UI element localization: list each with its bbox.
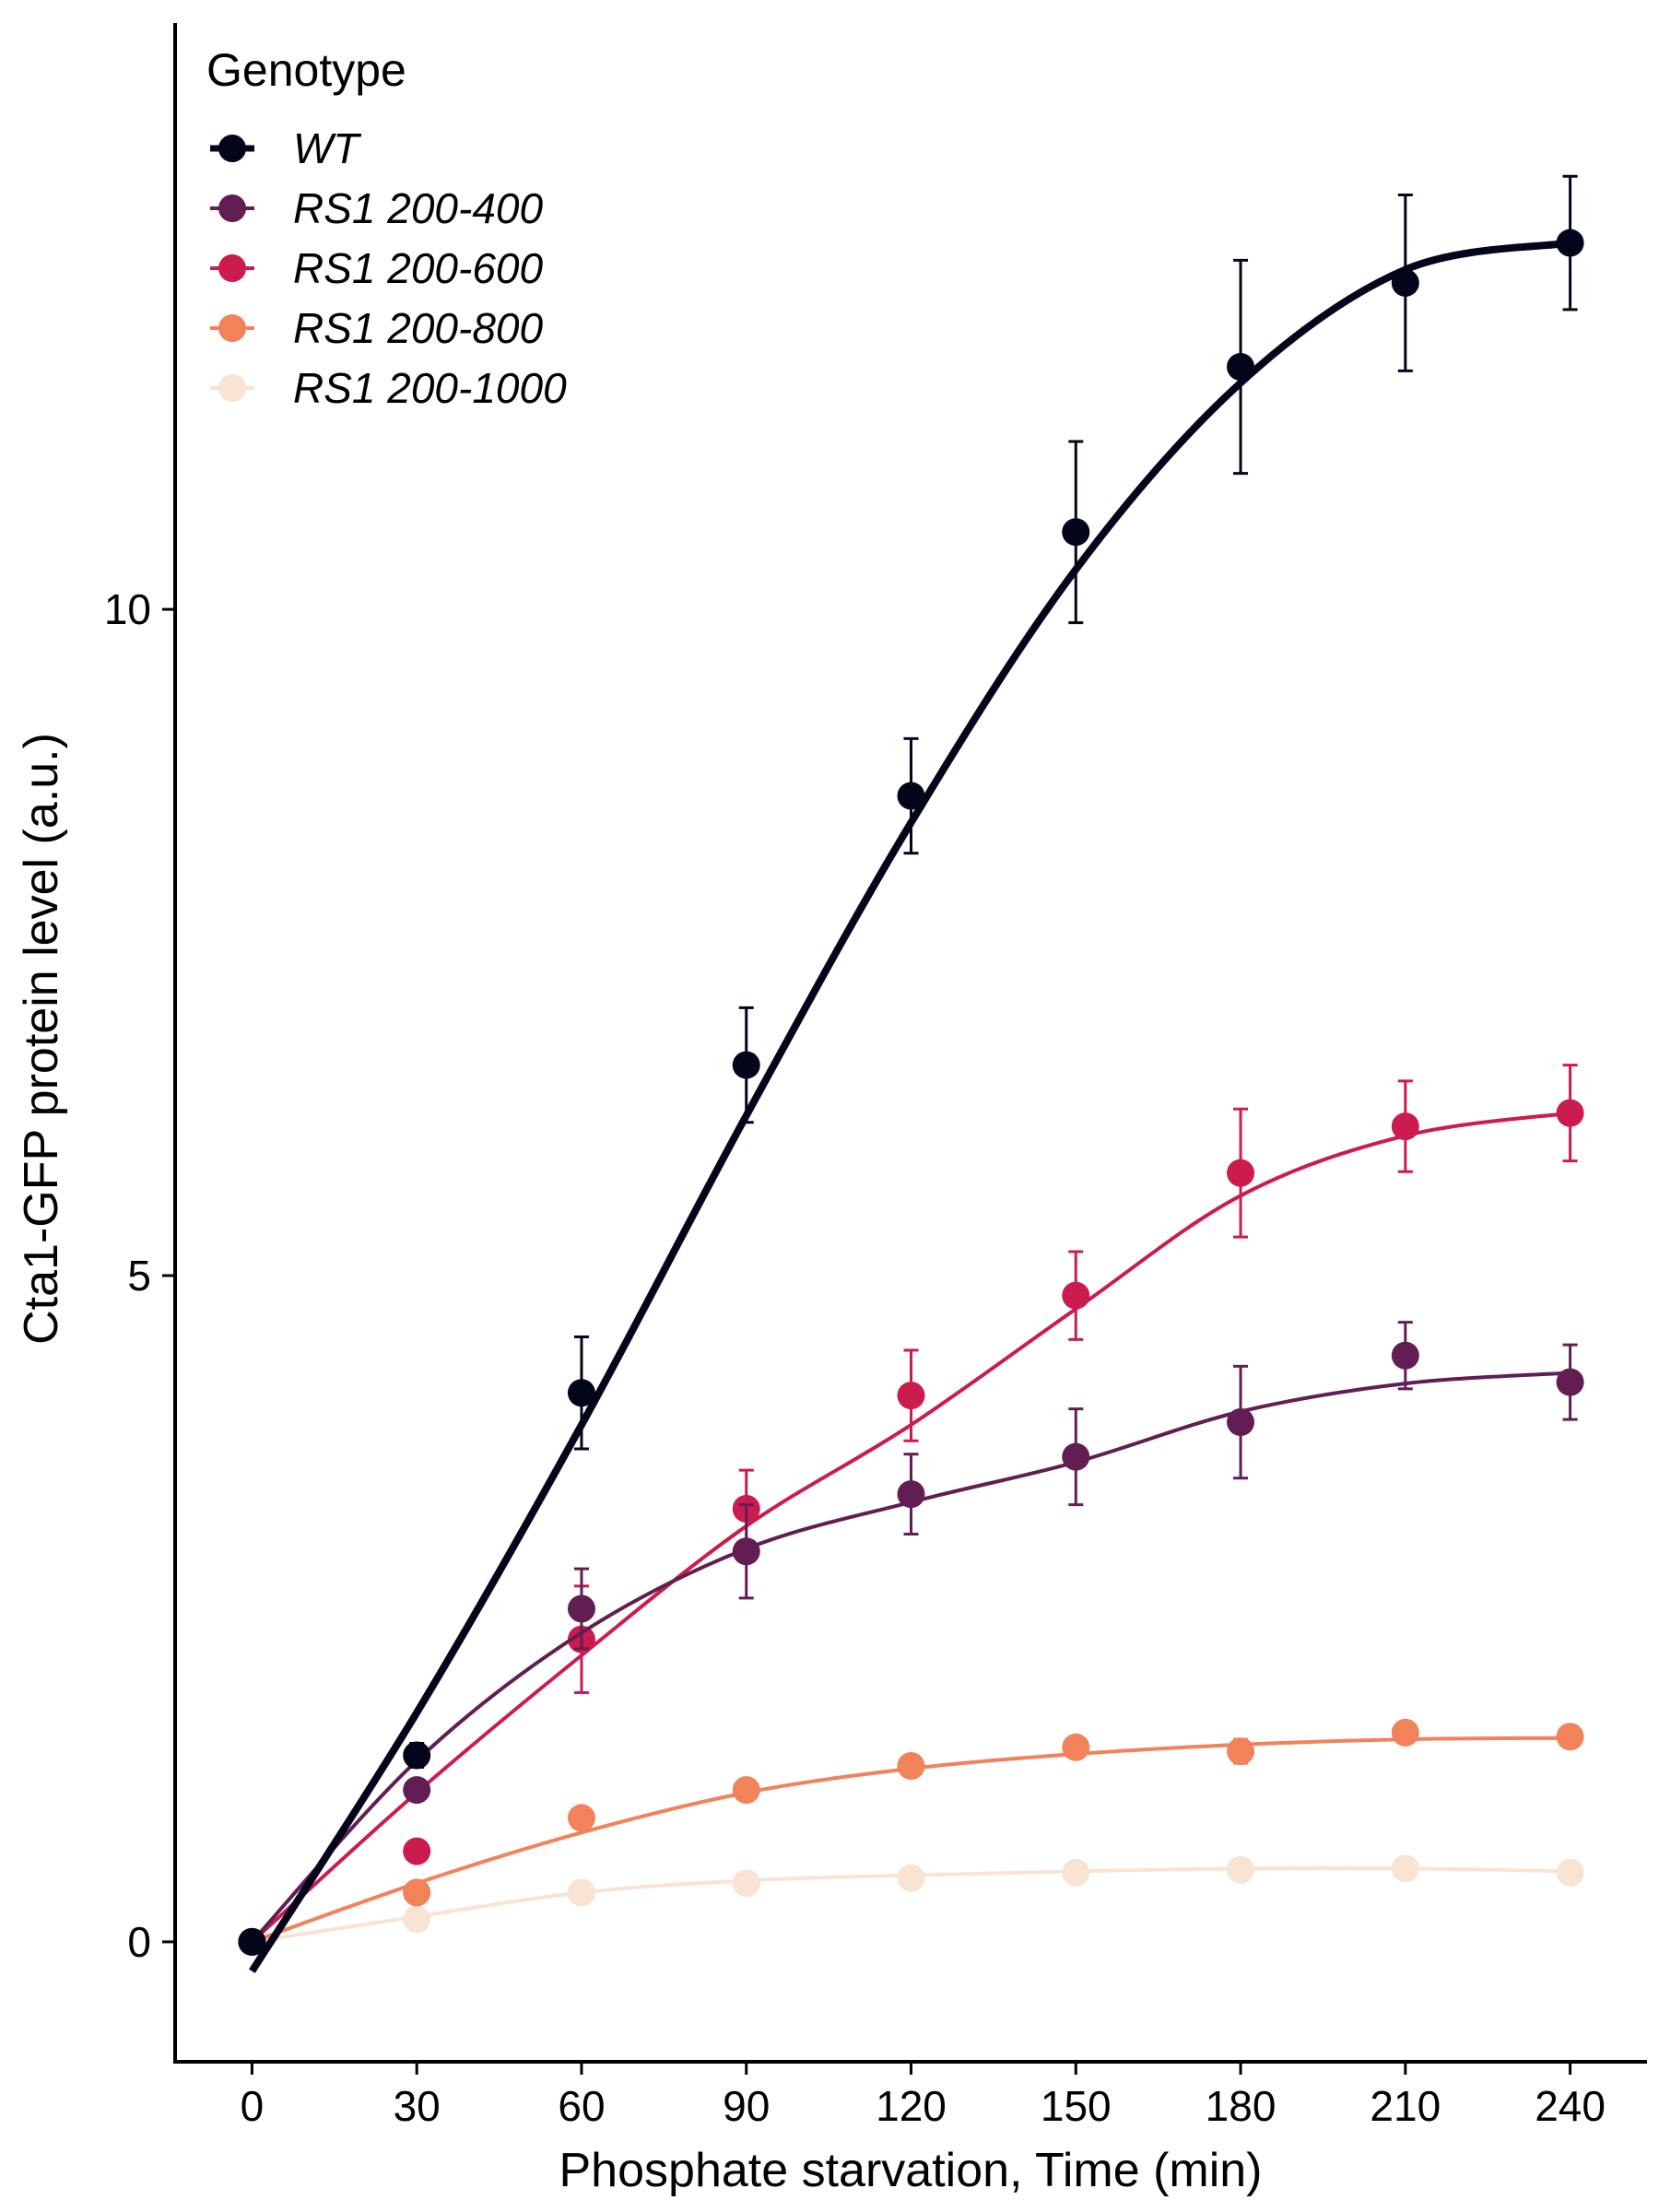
data-point bbox=[1227, 353, 1255, 382]
y-axis-title: Cta1-GFP protein level (a.u.) bbox=[15, 733, 68, 1345]
data-point bbox=[732, 1051, 760, 1079]
x-tick-label: 120 bbox=[876, 2082, 947, 2130]
series-line bbox=[249, 239, 1571, 1973]
data-point bbox=[1391, 1854, 1419, 1883]
data-point bbox=[1556, 1099, 1584, 1127]
series-wt bbox=[238, 174, 1584, 1973]
x-tick-label: 0 bbox=[241, 2082, 265, 2130]
x-tick-label: 90 bbox=[723, 2082, 770, 2130]
series-line bbox=[251, 1111, 1571, 1944]
data-point bbox=[1227, 1408, 1255, 1437]
data-point bbox=[403, 1905, 431, 1934]
data-point bbox=[1391, 1718, 1419, 1747]
data-point bbox=[567, 1379, 595, 1407]
data-point bbox=[1391, 1341, 1419, 1370]
data-point bbox=[732, 1537, 760, 1566]
data-point bbox=[1227, 1159, 1255, 1187]
data-point bbox=[1062, 518, 1090, 547]
x-tick-label: 180 bbox=[1206, 2082, 1277, 2130]
x-tick-label: 210 bbox=[1370, 2082, 1441, 2130]
data-point bbox=[897, 1864, 925, 1892]
x-tick-label: 60 bbox=[558, 2082, 605, 2130]
data-point bbox=[732, 1869, 760, 1898]
series-line bbox=[250, 1371, 1571, 1944]
y-tick-label: 10 bbox=[104, 585, 151, 633]
legend-items: WT RS1 200-400 RS1 200-600 RS1 200-800 RS1 2… bbox=[210, 124, 567, 412]
data-point bbox=[1062, 1281, 1090, 1310]
data-point bbox=[897, 1752, 925, 1781]
data-point bbox=[1062, 1858, 1090, 1887]
data-point bbox=[567, 1878, 595, 1907]
legend-label: WT bbox=[293, 124, 361, 172]
legend-item-rs1-200-800: RS1 200-800 bbox=[210, 304, 543, 352]
x-tick-label: 240 bbox=[1535, 2082, 1606, 2130]
legend-label: RS1 200-400 bbox=[293, 184, 543, 232]
y-tick-label: 5 bbox=[127, 1252, 151, 1300]
legend-item-rs1-200-1000: RS1 200-1000 bbox=[210, 364, 567, 412]
data-point bbox=[1227, 1855, 1255, 1884]
legend-item-rs1-200-400: RS1 200-400 bbox=[210, 184, 543, 232]
data-point bbox=[403, 1741, 431, 1770]
legend-item-wt: WT bbox=[210, 124, 361, 172]
data-point bbox=[897, 1480, 925, 1509]
legend-swatch-point bbox=[218, 374, 246, 402]
data-point bbox=[1556, 229, 1584, 257]
data-point bbox=[1556, 1858, 1584, 1887]
legend-swatch-point bbox=[218, 314, 246, 342]
data-point bbox=[732, 1776, 760, 1805]
data-point bbox=[403, 1837, 431, 1865]
data-point bbox=[1556, 1723, 1584, 1751]
legend-item-rs1-200-600: RS1 200-600 bbox=[210, 244, 543, 292]
series-rs1-200-400 bbox=[238, 1321, 1584, 1956]
data-point bbox=[1062, 1733, 1090, 1761]
data-point bbox=[897, 782, 925, 810]
legend: Genotype WT RS1 200-400 RS1 200-600 RS1 200… bbox=[206, 44, 567, 412]
data-point bbox=[403, 1776, 431, 1805]
legend-label: RS1 200-1000 bbox=[293, 364, 567, 412]
legend-swatch-point bbox=[218, 254, 246, 282]
x-tick-label: 30 bbox=[394, 2082, 441, 2130]
data-point bbox=[238, 1927, 266, 1956]
data-point bbox=[567, 1804, 595, 1832]
legend-title: Genotype bbox=[206, 44, 406, 96]
legend-label: RS1 200-800 bbox=[293, 304, 543, 352]
y-ticks: 0 5 10 bbox=[104, 585, 175, 1966]
x-axis-title: Phosphate starvation, Time (min) bbox=[559, 2144, 1263, 2197]
data-point bbox=[1556, 1368, 1584, 1396]
data-point bbox=[567, 1594, 595, 1623]
data-point bbox=[1391, 268, 1419, 297]
series-rs1-200-1000 bbox=[238, 1854, 1584, 1956]
y-tick-label: 0 bbox=[127, 1918, 151, 1966]
data-point bbox=[1391, 1112, 1419, 1141]
series-rs1-200-800 bbox=[238, 1718, 1584, 1956]
x-ticks: 0 30 60 90 120 150 180 210 240 bbox=[241, 2062, 1606, 2130]
data-point bbox=[403, 1878, 431, 1907]
legend-swatch-point bbox=[218, 135, 246, 162]
data-point bbox=[897, 1382, 925, 1410]
axes: 0 30 60 90 120 150 180 210 240 0 5 10 Phosphate st… bbox=[15, 23, 1647, 2197]
data-point bbox=[1227, 1737, 1255, 1766]
plot-area bbox=[238, 174, 1584, 1973]
data-point bbox=[1062, 1442, 1090, 1471]
x-tick-label: 150 bbox=[1041, 2082, 1112, 2130]
legend-swatch-point bbox=[218, 194, 246, 222]
legend-label: RS1 200-600 bbox=[293, 244, 543, 292]
